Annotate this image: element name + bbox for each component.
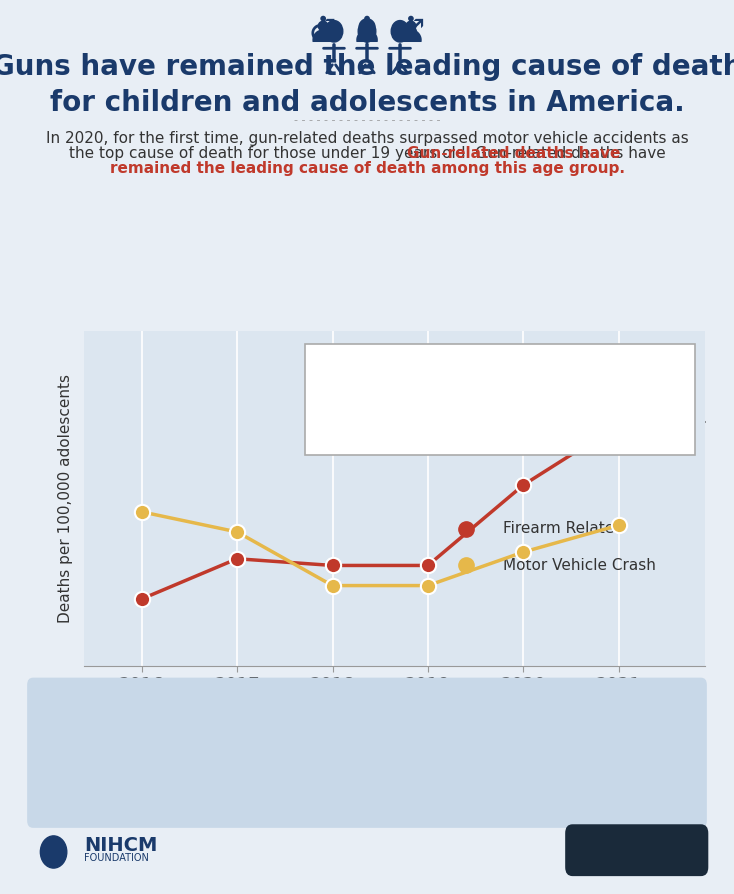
Text: child and adolescent gun deaths occurred in: child and adolescent gun deaths occurred… xyxy=(212,713,592,731)
Text: NIHCM: NIHCM xyxy=(84,836,158,856)
Text: ,: , xyxy=(638,745,643,763)
Text: remained the leading cause of death among this age group.: remained the leading cause of death amon… xyxy=(109,162,625,176)
Text: 50%: 50% xyxy=(497,745,537,763)
Text: were: were xyxy=(390,745,440,763)
Text: Guns have remained the leading cause of death
for children and adolescents in Am: Guns have remained the leading cause of … xyxy=(0,53,734,117)
Text: and: and xyxy=(120,776,157,794)
Text: were related to firearms.: were related to firearms. xyxy=(512,411,707,426)
Text: Gun-related deaths have: Gun-related deaths have xyxy=(113,147,621,161)
Text: In 2021,: In 2021, xyxy=(50,713,124,731)
Text: were: were xyxy=(537,745,587,763)
Text: ,: , xyxy=(486,745,497,763)
Y-axis label: Deaths per 100,000 adolescents: Deaths per 100,000 adolescents xyxy=(58,374,73,623)
X-axis label: Year: Year xyxy=(375,708,414,726)
Text: Among those who died, nearly: Among those who died, nearly xyxy=(91,745,350,763)
Text: ⇗ Share: ⇗ Share xyxy=(608,843,664,857)
Text: 85%: 85% xyxy=(350,745,390,763)
FancyBboxPatch shape xyxy=(305,344,695,455)
Text: male: male xyxy=(440,745,486,763)
Text: ✦: ✦ xyxy=(46,842,62,862)
Text: FOUNDATION: FOUNDATION xyxy=(84,853,149,864)
Text: - - - - - - - - - - - - - - - - - - - -: - - - - - - - - - - - - - - - - - - - - xyxy=(294,114,440,125)
Text: ♟ ♟ ♟: ♟ ♟ ♟ xyxy=(307,15,427,49)
Text: the top cause of death for those under 19 years old. Gun-related deaths have: the top cause of death for those under 1… xyxy=(68,147,666,161)
Text: 15 and 19 years old: 15 and 19 years old xyxy=(424,776,608,794)
Text: half of all: half of all xyxy=(124,713,212,731)
Text: Motor Vehicle Crash: Motor Vehicle Crash xyxy=(503,558,656,573)
Text: .: . xyxy=(608,776,614,794)
Text: the age of 19 years old: the age of 19 years old xyxy=(314,411,512,426)
Text: the age of 19 years old: the age of 19 years old xyxy=(314,411,512,426)
Text: Black: Black xyxy=(587,745,638,763)
Text: 10 states: 10 states xyxy=(592,713,678,731)
Text: In 2021,: In 2021, xyxy=(314,367,381,383)
Text: were between the ages of: were between the ages of xyxy=(197,776,424,794)
Text: 6.1 deaths per 100,000 people under: 6.1 deaths per 100,000 people under xyxy=(381,367,700,383)
Text: Firearm Related: Firearm Related xyxy=(503,521,624,536)
Text: ♂  ♀  ♂: ♂ ♀ ♂ xyxy=(309,18,425,46)
Text: 83%: 83% xyxy=(157,776,197,794)
Text: In 2020, for the first time, gun-related deaths surpassed motor vehicle accident: In 2020, for the first time, gun-related… xyxy=(46,131,688,146)
Text: .: . xyxy=(678,713,684,731)
